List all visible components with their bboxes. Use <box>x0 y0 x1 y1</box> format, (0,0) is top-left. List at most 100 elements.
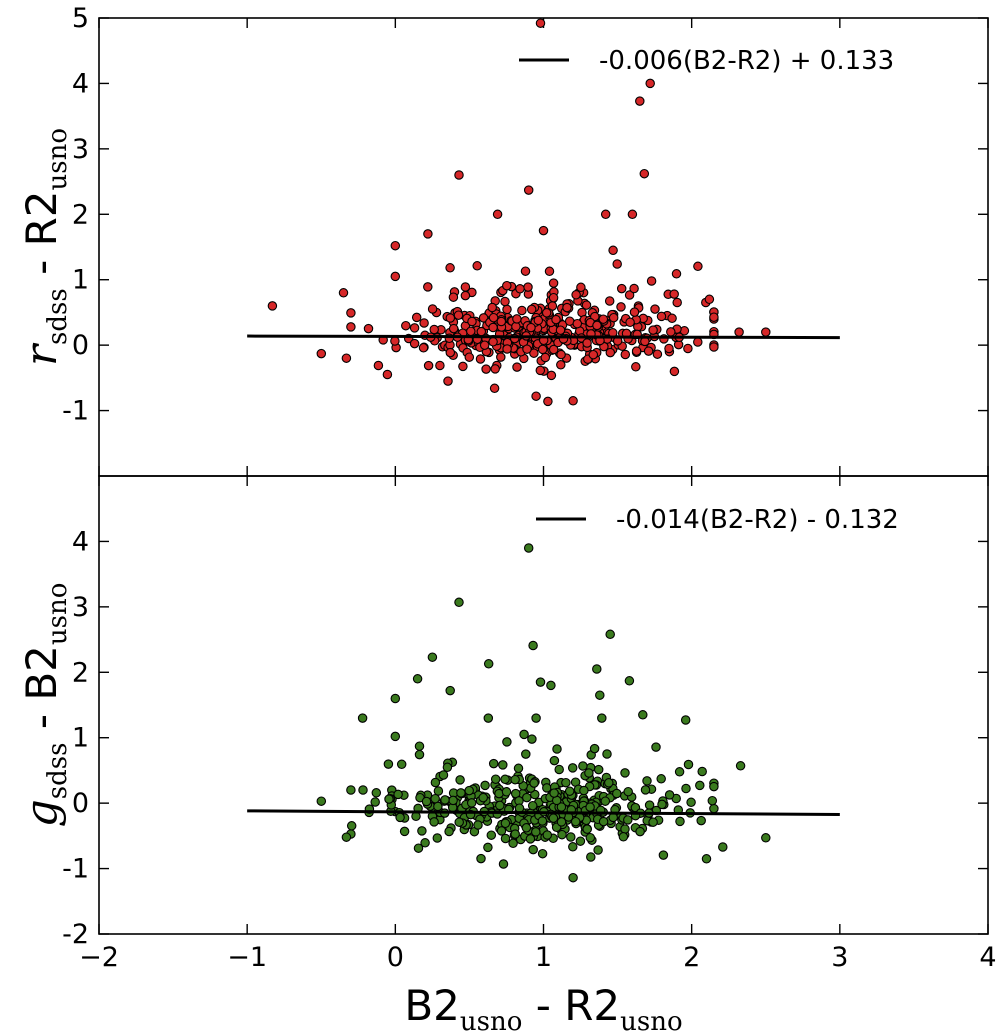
scatter-point <box>761 327 771 337</box>
scatter-point <box>414 749 425 760</box>
scatter-point <box>502 344 512 354</box>
scatter-point <box>341 832 352 842</box>
bottom-plot-frame <box>98 475 989 935</box>
scatter-point <box>267 301 278 311</box>
scatter-point <box>680 715 691 725</box>
scatter-point <box>551 314 561 325</box>
scatter-point <box>556 817 567 827</box>
scatter-point <box>395 812 405 823</box>
scatter-point <box>445 263 455 273</box>
scatter-point <box>618 832 629 842</box>
scatter-point <box>373 360 384 371</box>
scatter-point <box>502 280 512 291</box>
scatter-point <box>423 229 433 239</box>
scatter-point <box>473 820 483 830</box>
scatter-point <box>548 278 559 288</box>
scatter-point <box>409 338 420 349</box>
scatter-point <box>390 693 401 704</box>
scatter-point <box>479 340 490 350</box>
scatter-point <box>586 852 596 862</box>
scatter-point <box>709 312 719 322</box>
scatter-point <box>576 282 586 293</box>
scatter-point <box>418 343 429 353</box>
scatter-point <box>316 796 327 806</box>
scatter-point <box>511 321 521 332</box>
scatter-point <box>486 830 497 840</box>
scatter-point <box>557 829 567 840</box>
scatter-point <box>734 327 744 337</box>
scatter-point <box>585 802 595 812</box>
scatter-point <box>642 776 652 786</box>
scatter-point <box>592 664 602 674</box>
top-legend-label: -0.006(B2-R2) + 0.133 <box>599 46 894 76</box>
scatter-point <box>393 789 403 800</box>
scatter-point <box>566 832 576 842</box>
scatter-point <box>488 312 499 323</box>
scatter-point <box>648 325 658 335</box>
scatter-point <box>693 261 703 272</box>
scatter-point <box>639 168 650 179</box>
scatter-point <box>552 744 562 754</box>
scatter-point <box>537 816 548 826</box>
scatter-point <box>593 764 604 775</box>
bottom-ytick-label: 4 <box>72 526 89 557</box>
scatter-point <box>390 731 401 742</box>
scatter-point <box>645 78 655 89</box>
scatter-point <box>669 289 679 299</box>
top-plot-frame <box>98 17 989 477</box>
scatter-point <box>443 376 453 386</box>
scatter-point <box>648 817 658 827</box>
scatter-point <box>672 297 682 308</box>
scatter-point <box>543 396 553 407</box>
scatter-point <box>417 826 427 836</box>
scatter-point <box>500 774 510 785</box>
scatter-point <box>517 305 527 316</box>
scatter-point <box>531 391 541 401</box>
scatter-point <box>575 836 586 846</box>
top-ytick-label: 2 <box>72 199 89 230</box>
scatter-point <box>464 352 475 362</box>
scatter-point <box>445 685 455 696</box>
scatter-point <box>561 777 571 788</box>
scatter-point <box>707 795 718 806</box>
scatter-point <box>435 360 445 371</box>
scatter-point <box>502 304 512 315</box>
bottom-ylabel-rest-sub: usno <box>43 583 73 646</box>
scatter-point <box>472 261 482 271</box>
scatter-point <box>581 300 592 310</box>
scatter-point <box>627 209 638 220</box>
scatter-point <box>683 759 694 770</box>
scatter-point <box>341 353 352 363</box>
scatter-point <box>515 284 525 294</box>
scatter-point <box>549 755 560 766</box>
bottom-fit-line <box>247 809 840 817</box>
scatter-point <box>570 816 581 827</box>
scatter-point <box>598 314 609 324</box>
scatter-point <box>526 322 536 333</box>
scatter-point <box>537 344 548 355</box>
scatter-point <box>604 778 614 788</box>
scatter-point <box>483 842 493 853</box>
scatter-point <box>538 225 549 236</box>
scatter-point <box>460 282 471 292</box>
scatter-point <box>508 838 518 849</box>
scatter-point <box>657 799 667 810</box>
scatter-point <box>568 872 578 883</box>
scatter-point <box>556 349 566 360</box>
scatter-point <box>592 320 602 331</box>
scatter-point <box>635 826 645 837</box>
scatter-point <box>535 18 546 28</box>
scatter-point <box>556 360 566 370</box>
scatter-point <box>433 786 444 796</box>
xlabel-a-sub: usno <box>460 1007 523 1035</box>
scatter-point <box>476 853 486 864</box>
scatter-point <box>548 344 559 355</box>
scatter-point <box>631 346 642 356</box>
scatter-point <box>709 803 719 814</box>
scatter-point <box>640 785 651 795</box>
scatter-point <box>522 344 532 354</box>
scatter-point <box>346 785 356 795</box>
scatter-point <box>644 800 655 810</box>
scatter-point <box>444 826 454 837</box>
scatter-point <box>411 312 422 323</box>
